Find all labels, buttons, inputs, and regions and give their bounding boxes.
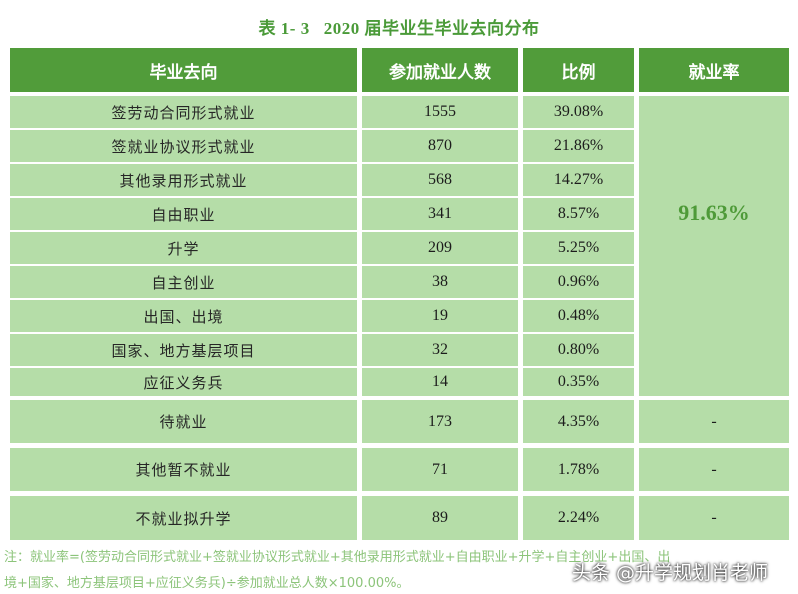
- destination-cell: 不就业拟升学: [10, 496, 357, 540]
- watermark: 头条 @升学规划肖老师: [572, 562, 769, 584]
- count-cell: 71: [362, 448, 518, 491]
- count-cell: 38: [362, 266, 518, 298]
- destination-cell: 自主创业: [10, 266, 357, 298]
- destination-cell: 国家、地方基层项目: [10, 334, 357, 366]
- destination-cell: 应征义务兵: [10, 368, 357, 396]
- count-cell: 173: [362, 400, 518, 443]
- table-number: 表 1- 3: [258, 19, 310, 38]
- count-cell: 32: [362, 334, 518, 366]
- ratio-cell: 5.25%: [523, 232, 634, 264]
- count-cell: 209: [362, 232, 518, 264]
- destination-cell: 其他暂不就业: [10, 448, 357, 491]
- rate-cell: -: [639, 400, 789, 443]
- table-caption: 2020 届毕业生毕业去向分布: [323, 19, 540, 38]
- destination-cell: 出国、出境: [10, 300, 357, 332]
- destination-cell: 待就业: [10, 400, 357, 443]
- ratio-cell: 0.48%: [523, 300, 634, 332]
- destination-cell: 升学: [10, 232, 357, 264]
- count-cell: 341: [362, 198, 518, 230]
- count-cell: 1555: [362, 96, 518, 128]
- count-cell: 14: [362, 368, 518, 396]
- destination-cell: 其他录用形式就业: [10, 164, 357, 196]
- destination-cell: 签劳动合同形式就业: [10, 96, 357, 128]
- ratio-cell: 2.24%: [523, 496, 634, 540]
- ratio-cell: 0.80%: [523, 334, 634, 366]
- ratio-cell: 14.27%: [523, 164, 634, 196]
- table-title: 表 1- 3 2020 届毕业生毕业去向分布: [0, 14, 798, 39]
- destination-cell: 自由职业: [10, 198, 357, 230]
- ratio-cell: 39.08%: [523, 96, 634, 128]
- footnote-line-1: 注：就业率=(签劳动合同形式就业+签就业协议形式就业+其他录用形式就业+自由职业…: [4, 550, 671, 565]
- footnote-line-2: 境+国家、地方基层项目+应征义务兵)÷参加就业总人数×100.00%。: [4, 576, 410, 591]
- header-employment-rate: 就业率: [639, 48, 789, 92]
- count-cell: 89: [362, 496, 518, 540]
- rate-cell: -: [639, 496, 789, 540]
- ratio-cell: 0.96%: [523, 266, 634, 298]
- employment-rate-cell: 91.63%: [639, 96, 789, 396]
- ratio-cell: 1.78%: [523, 448, 634, 491]
- header-ratio: 比例: [523, 48, 634, 92]
- ratio-cell: 21.86%: [523, 130, 634, 162]
- count-cell: 568: [362, 164, 518, 196]
- destination-cell: 签就业协议形式就业: [10, 130, 357, 162]
- ratio-cell: 0.35%: [523, 368, 634, 396]
- count-cell: 870: [362, 130, 518, 162]
- ratio-cell: 4.35%: [523, 400, 634, 443]
- rate-cell: -: [639, 448, 789, 491]
- ratio-cell: 8.57%: [523, 198, 634, 230]
- header-destination: 毕业去向: [10, 48, 357, 92]
- count-cell: 19: [362, 300, 518, 332]
- header-count: 参加就业人数: [362, 48, 518, 92]
